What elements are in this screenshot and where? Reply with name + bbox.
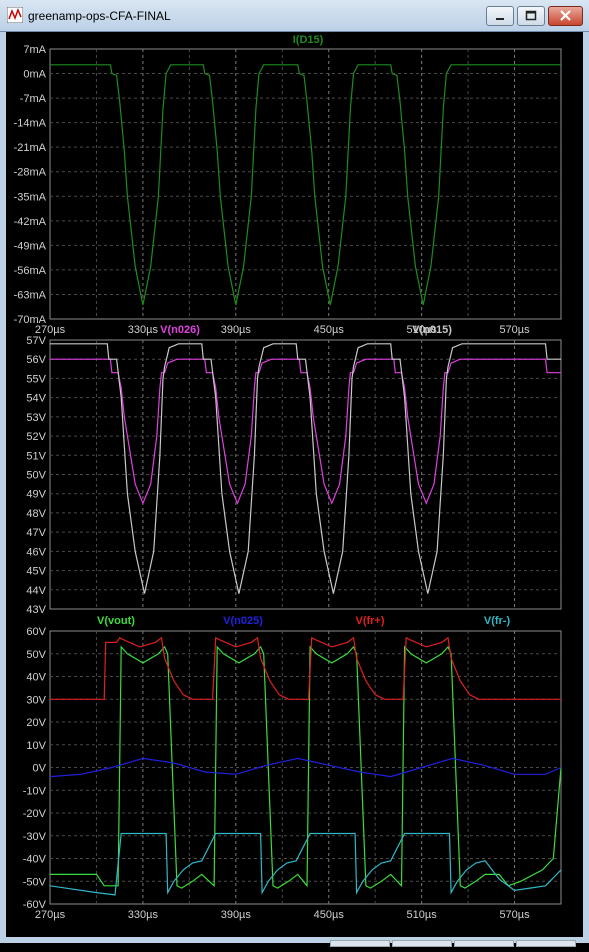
y-tick-label: 45V xyxy=(26,566,46,578)
y-tick-label: -30V xyxy=(23,831,47,843)
y-tick-label: -40V xyxy=(23,854,47,866)
y-tick-label: 20V xyxy=(26,717,46,729)
trace-label: V(fr+) xyxy=(355,615,384,627)
x-tick-label: 450µs xyxy=(314,909,345,921)
x-tick-label: 390µs xyxy=(221,324,252,336)
y-tick-label: 56V xyxy=(26,354,46,366)
window-frame-left xyxy=(0,32,6,943)
y-tick-label: 7mA xyxy=(23,44,46,56)
x-tick-label: 330µs xyxy=(128,324,159,336)
y-tick-label: -35mA xyxy=(14,191,47,203)
y-tick-label: 55V xyxy=(26,373,46,385)
x-tick-label: 510µs xyxy=(407,324,438,336)
status-pane xyxy=(330,940,390,947)
trace-label: I(D15) xyxy=(293,34,324,46)
y-tick-label: 53V xyxy=(26,412,46,424)
waveform-app-icon xyxy=(7,7,23,23)
trace-i-d15- xyxy=(50,64,561,306)
x-tick-label: 270µs xyxy=(35,324,66,336)
x-tick-label: 270µs xyxy=(35,909,66,921)
y-tick-label: 50V xyxy=(26,470,46,482)
y-tick-label: 44V xyxy=(26,585,46,597)
y-tick-label: 47V xyxy=(26,527,46,539)
y-tick-label: 0mA xyxy=(23,69,46,81)
y-tick-label: -42mA xyxy=(14,216,47,228)
y-tick-label: -21mA xyxy=(14,142,47,154)
y-tick-label: -7mA xyxy=(20,93,47,105)
minimize-button[interactable] xyxy=(486,6,514,26)
status-pane xyxy=(516,940,576,947)
status-pane xyxy=(454,940,514,947)
y-tick-label: -70mA xyxy=(14,314,47,326)
x-tick-label: 390µs xyxy=(221,909,252,921)
window-title: greenamp-ops-CFA-FINAL xyxy=(28,9,171,23)
trace-label: V(n026) xyxy=(160,324,200,336)
trace-label: V(n025) xyxy=(223,615,263,627)
y-tick-label: -20V xyxy=(23,808,47,820)
x-tick-label: 330µs xyxy=(128,909,159,921)
pane-3: 60V 50V 40V 30V 20V 10V 0V -10V -20V -30V -40V -50V… xyxy=(23,615,562,921)
y-tick-label: 57V xyxy=(26,335,46,347)
pane-2: 57V 56V 55V 54V 53V 52V 51V 50V 49V 48V 47V 46V 45V 4… xyxy=(26,324,562,616)
close-icon xyxy=(560,10,571,21)
y-tick-label: 51V xyxy=(26,450,46,462)
y-tick-label: 43V xyxy=(26,604,46,616)
x-tick-label: 450µs xyxy=(314,324,345,336)
y-tick-label: 10V xyxy=(26,740,46,752)
y-tick-label: -28mA xyxy=(14,167,47,179)
window-titlebar[interactable]: greenamp-ops-CFA-FINAL xyxy=(0,0,589,32)
y-tick-label: -63mA xyxy=(14,289,47,301)
y-tick-label: -56mA xyxy=(14,265,47,277)
trace-v-fr- xyxy=(50,636,561,700)
status-bar xyxy=(330,934,585,947)
y-tick-label: 0V xyxy=(33,763,47,775)
pane-1: 7mA 0mA -7mA -14mA -21mA -28mA -35mA -42mA -49mA… xyxy=(14,34,562,336)
y-tick-label: 49V xyxy=(26,489,46,501)
maximize-icon xyxy=(525,10,537,21)
maximize-button[interactable] xyxy=(517,6,545,26)
y-tick-label: 48V xyxy=(26,508,46,520)
y-tick-label: 54V xyxy=(26,393,46,405)
trace-v-n026- xyxy=(50,358,561,505)
window-frame-bottom xyxy=(0,937,589,943)
trace-v-n025- xyxy=(49,757,562,778)
y-tick-label: 46V xyxy=(26,546,46,558)
y-tick-label: -60V xyxy=(23,899,47,911)
y-tick-label: 40V xyxy=(26,672,46,684)
y-tick-label: -50V xyxy=(23,876,47,888)
y-tick-label: -14mA xyxy=(14,118,47,130)
trace-v-n015- xyxy=(50,343,561,594)
trace-v-fr- xyxy=(49,832,562,896)
close-button[interactable] xyxy=(548,6,583,26)
y-tick-label: 52V xyxy=(26,431,46,443)
x-tick-label: 570µs xyxy=(499,909,530,921)
status-pane xyxy=(392,940,452,947)
y-tick-label: 60V xyxy=(26,626,46,638)
window-frame-right xyxy=(583,32,589,943)
y-tick-label: -10V xyxy=(23,785,47,797)
minimize-icon xyxy=(496,18,504,20)
x-tick-label: 570µs xyxy=(499,324,530,336)
y-tick-label: -49mA xyxy=(14,240,47,252)
trace-label: V(n015) xyxy=(412,324,452,336)
trace-label: V(fr-) xyxy=(484,615,511,627)
y-tick-label: 50V xyxy=(26,649,46,661)
trace-v-vout- xyxy=(50,645,562,889)
y-tick-label: 30V xyxy=(26,694,46,706)
pane-frame xyxy=(49,48,562,320)
trace-label: V(vout) xyxy=(97,615,135,627)
x-tick-label: 510µs xyxy=(407,909,438,921)
